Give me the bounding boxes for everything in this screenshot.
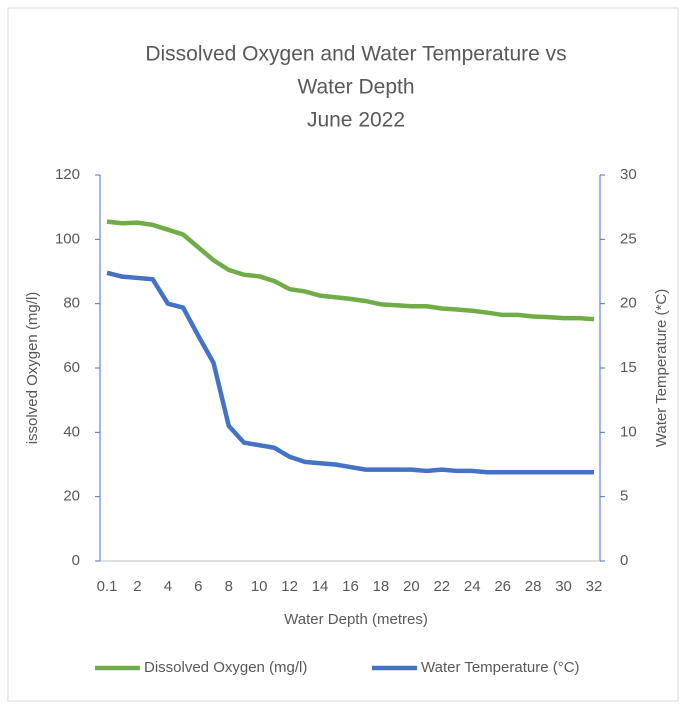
- x-tick-label: 6: [194, 578, 202, 595]
- x-tick-label: 12: [281, 578, 298, 595]
- y2-tick-label: 5: [620, 488, 628, 505]
- x-tick-label: 8: [225, 578, 233, 595]
- chart-frame: [7, 7, 679, 702]
- y2-tick-label: 0: [620, 552, 628, 569]
- y-tick-label: 120: [55, 166, 80, 183]
- y2-tick-label: 20: [620, 295, 637, 312]
- y-tick-label: 80: [63, 295, 80, 312]
- y2-tick-label: 30: [620, 166, 637, 183]
- x-tick-label: 24: [464, 578, 481, 595]
- x-tick-label: 26: [494, 578, 511, 595]
- y-tick-label: 40: [63, 423, 80, 440]
- x-axis-label: Water Depth (metres): [284, 611, 428, 628]
- data-line: [106, 219, 595, 322]
- x-tick-label: 0.1: [97, 578, 118, 595]
- y-tick-label: 100: [55, 230, 80, 247]
- x-tick-label: 32: [586, 578, 603, 595]
- chart-title: Water Depth: [297, 76, 414, 99]
- x-tick-label: 18: [373, 578, 390, 595]
- x-tick-label: 20: [403, 578, 420, 595]
- y-axis-label: issolved Oxygen (mg/l): [24, 292, 41, 445]
- x-tick-label: 28: [525, 578, 542, 595]
- y-tick-label: 0: [72, 552, 80, 569]
- x-tick-label: 16: [342, 578, 359, 595]
- x-tick-label: 30: [555, 578, 572, 595]
- y2-tick-label: 15: [620, 359, 637, 376]
- chart-title: June 2022: [307, 109, 405, 132]
- legend-label: Dissolved Oxygen (mg/l): [144, 659, 307, 676]
- chart-title: Dissolved Oxygen and Water Temperature v…: [145, 43, 566, 66]
- y2-tick-label: 25: [620, 230, 637, 247]
- x-tick-label: 4: [164, 578, 172, 595]
- x-tick-label: 22: [433, 578, 450, 595]
- y-tick-label: 60: [63, 359, 80, 376]
- y2-tick-label: 10: [620, 423, 637, 440]
- x-tick-label: 14: [312, 578, 329, 595]
- legend-label: Water Temperature (°C): [421, 659, 580, 676]
- x-tick-label: 2: [133, 578, 141, 595]
- y2-axis-label: Water Temperature (*C): [653, 289, 670, 447]
- y-tick-label: 20: [63, 488, 80, 505]
- x-tick-label: 10: [251, 578, 268, 595]
- data-line: [106, 270, 594, 475]
